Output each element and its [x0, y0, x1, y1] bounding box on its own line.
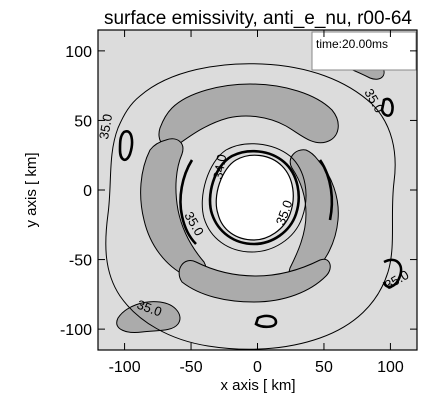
x-tick-label: 100	[377, 359, 404, 376]
contour-lobe-left	[140, 138, 207, 279]
contour-label: 35.0	[96, 113, 115, 141]
x-tick-label: 50	[315, 359, 333, 376]
y-axis: -100 -50 0 50 100	[60, 44, 417, 339]
y-tick-label: -100	[60, 322, 92, 339]
x-tick-label: -50	[179, 359, 202, 376]
y-axis-label: y axis [ km]	[23, 152, 40, 227]
contour-arc-left	[179, 159, 197, 245]
contour-arc-right	[318, 159, 334, 221]
time-annotation-box	[311, 31, 417, 71]
y-tick-label: 0	[83, 183, 92, 200]
contour-blob-bottom	[254, 314, 278, 329]
contour-blob-left	[118, 130, 134, 162]
x-tick-label: -100	[109, 359, 141, 376]
contour-labels: 35.0 35.0 35.0 34.0 35.0 35.0 35.0	[96, 86, 411, 319]
y-tick-label: -50	[69, 253, 92, 270]
contour-ring-mid	[201, 143, 307, 253]
contour-lobe-upper	[158, 83, 339, 148]
y-tick-label: 100	[65, 44, 92, 61]
contour-lobe-bottomleft	[116, 301, 181, 333]
contour-lobe-right	[288, 149, 339, 282]
x-axis: -100 -50 0 50 100	[109, 30, 404, 376]
x-axis-label: x axis [ km]	[220, 377, 295, 394]
contour-thick-lines	[118, 97, 403, 329]
contour-label: 34.0	[210, 153, 229, 181]
x-tick-label: 0	[253, 359, 262, 376]
time-annotation: time:20.00ms	[316, 37, 388, 51]
contour-arc-bottomright	[382, 258, 403, 289]
contour-thin-rings	[201, 143, 307, 253]
contour-lobe-lower	[178, 258, 331, 303]
chart-title: surface emissivity, anti_e_nu, r00-64	[104, 8, 412, 29]
contour-ring-inner	[208, 149, 300, 246]
contour-blob-right	[380, 97, 394, 117]
y-tick-label: 50	[74, 113, 92, 130]
contour-lobe-outer-ring	[105, 63, 396, 350]
emissivity-core	[215, 154, 294, 241]
